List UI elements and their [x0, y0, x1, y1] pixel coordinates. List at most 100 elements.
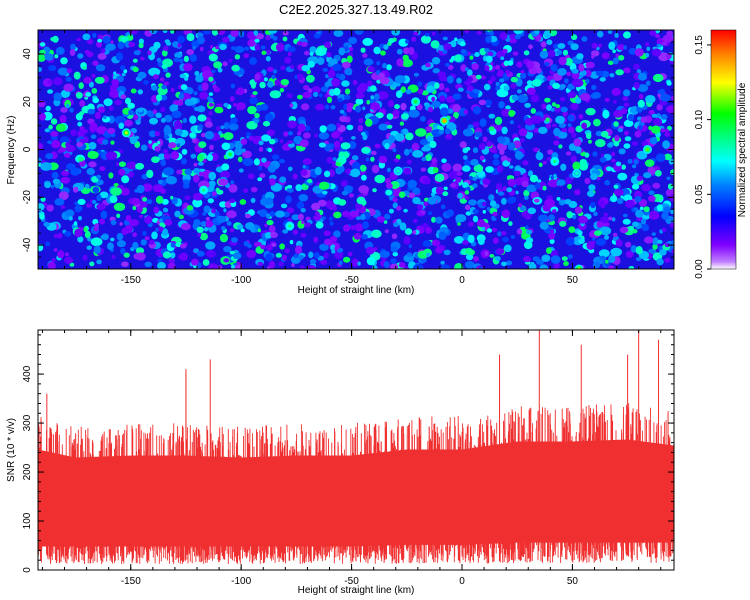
heatmap-cell — [174, 128, 183, 136]
heatmap-cell — [202, 259, 210, 266]
heatmap-cell — [236, 87, 245, 96]
heatmap-cell — [205, 216, 210, 222]
heatmap-cell — [358, 207, 366, 213]
y-tick-label: 100 — [22, 512, 33, 529]
heatmap-cell — [499, 78, 505, 83]
heatmap-cell — [649, 210, 658, 218]
heatmap-cell — [501, 126, 508, 135]
heatmap-cell — [348, 141, 357, 150]
heatmap-cell — [570, 103, 579, 110]
heatmap-cell — [91, 73, 96, 78]
heatmap-cell — [510, 235, 516, 239]
heatmap-cell — [645, 52, 650, 58]
heatmap-cell — [382, 62, 388, 69]
heatmap-cell — [660, 93, 671, 102]
heatmap-cell — [516, 228, 523, 235]
heatmap-cell — [536, 259, 544, 265]
heatmap-cell — [82, 254, 88, 261]
heatmap-cell — [588, 139, 592, 144]
heatmap-cell — [329, 221, 334, 226]
heatmap-cell — [96, 194, 102, 201]
heatmap-cell — [105, 43, 116, 51]
heatmap-cell — [438, 129, 445, 135]
heatmap-cell — [217, 30, 226, 36]
heatmap-cell — [635, 209, 644, 218]
heatmap-cell — [635, 246, 643, 255]
heatmap-cell — [298, 255, 304, 260]
heatmap-cell — [233, 102, 237, 107]
heatmap-cell — [439, 95, 446, 102]
heatmap-cell — [516, 61, 523, 68]
colorbar-tick-label: 0.00 — [694, 259, 705, 279]
heatmap-cell — [196, 226, 204, 233]
heatmap-cell — [661, 227, 667, 233]
heatmap-cell — [123, 69, 128, 74]
heatmap-cell — [411, 142, 420, 151]
heatmap-cell — [97, 106, 106, 113]
heatmap-cell — [443, 249, 451, 256]
heatmap-cell — [259, 173, 266, 179]
heatmap-cell — [468, 199, 477, 206]
heatmap-cell — [432, 31, 436, 36]
heatmap-cell — [563, 261, 569, 267]
heatmap-cell — [51, 139, 61, 149]
heatmap-cell — [315, 47, 327, 56]
heatmap-cell — [407, 179, 418, 189]
heatmap-cell — [60, 57, 68, 65]
heatmap-cell — [344, 67, 353, 76]
heatmap-cell — [51, 171, 59, 179]
heatmap-cell — [535, 152, 544, 161]
heatmap-cell — [75, 208, 81, 213]
heatmap-cell — [613, 121, 619, 127]
heatmap-cell — [124, 119, 133, 127]
heatmap-cell — [643, 172, 652, 179]
heatmap-cell — [131, 197, 141, 205]
heatmap-cell — [363, 58, 374, 66]
heatmap-cell — [501, 197, 507, 205]
heatmap-cell — [666, 176, 671, 181]
heatmap-cell — [432, 68, 440, 74]
heatmap-cell — [652, 73, 664, 83]
heatmap-cell — [343, 256, 351, 263]
heatmap-cell — [530, 115, 543, 124]
heatmap-cell — [542, 185, 547, 191]
heatmap-cell — [230, 180, 235, 185]
heatmap-cell — [96, 259, 102, 265]
heatmap-cell — [656, 104, 663, 111]
heatmap-cell — [186, 49, 195, 55]
heatmap-cell — [296, 41, 303, 46]
heatmap-cell — [534, 198, 540, 203]
heatmap-cell — [245, 213, 251, 219]
heatmap-cell — [173, 57, 180, 63]
heatmap-cell — [64, 256, 74, 264]
heatmap-cell — [652, 182, 661, 189]
heatmap-cell — [230, 117, 238, 124]
heatmap-cell — [440, 204, 446, 210]
heatmap-cell — [482, 201, 487, 207]
heatmap-cell — [614, 32, 619, 38]
heatmap-cell — [261, 134, 272, 142]
heatmap-cell — [484, 251, 489, 256]
heatmap-cell — [236, 106, 241, 111]
heatmap-cell — [409, 148, 413, 153]
heatmap-cell — [230, 30, 240, 37]
heatmap-cell — [466, 69, 473, 77]
heatmap-cell — [584, 177, 591, 184]
heatmap-cell — [412, 150, 424, 158]
heatmap-cell — [484, 99, 493, 106]
heatmap-cell — [477, 219, 486, 228]
heatmap-cell — [153, 206, 159, 214]
heatmap-cell — [268, 260, 276, 269]
heatmap-cell — [567, 254, 573, 259]
heatmap-cell — [393, 158, 400, 163]
heatmap-cell — [390, 263, 399, 269]
heatmap-cell — [146, 169, 154, 179]
heatmap-cell — [313, 133, 319, 138]
heatmap-cell — [585, 78, 590, 84]
heatmap-cell — [396, 48, 403, 55]
heatmap-cell — [221, 163, 230, 171]
heatmap-cell — [508, 109, 515, 117]
heatmap-cell — [486, 206, 491, 212]
heatmap-cell — [109, 89, 121, 99]
heatmap-cell — [267, 80, 274, 88]
